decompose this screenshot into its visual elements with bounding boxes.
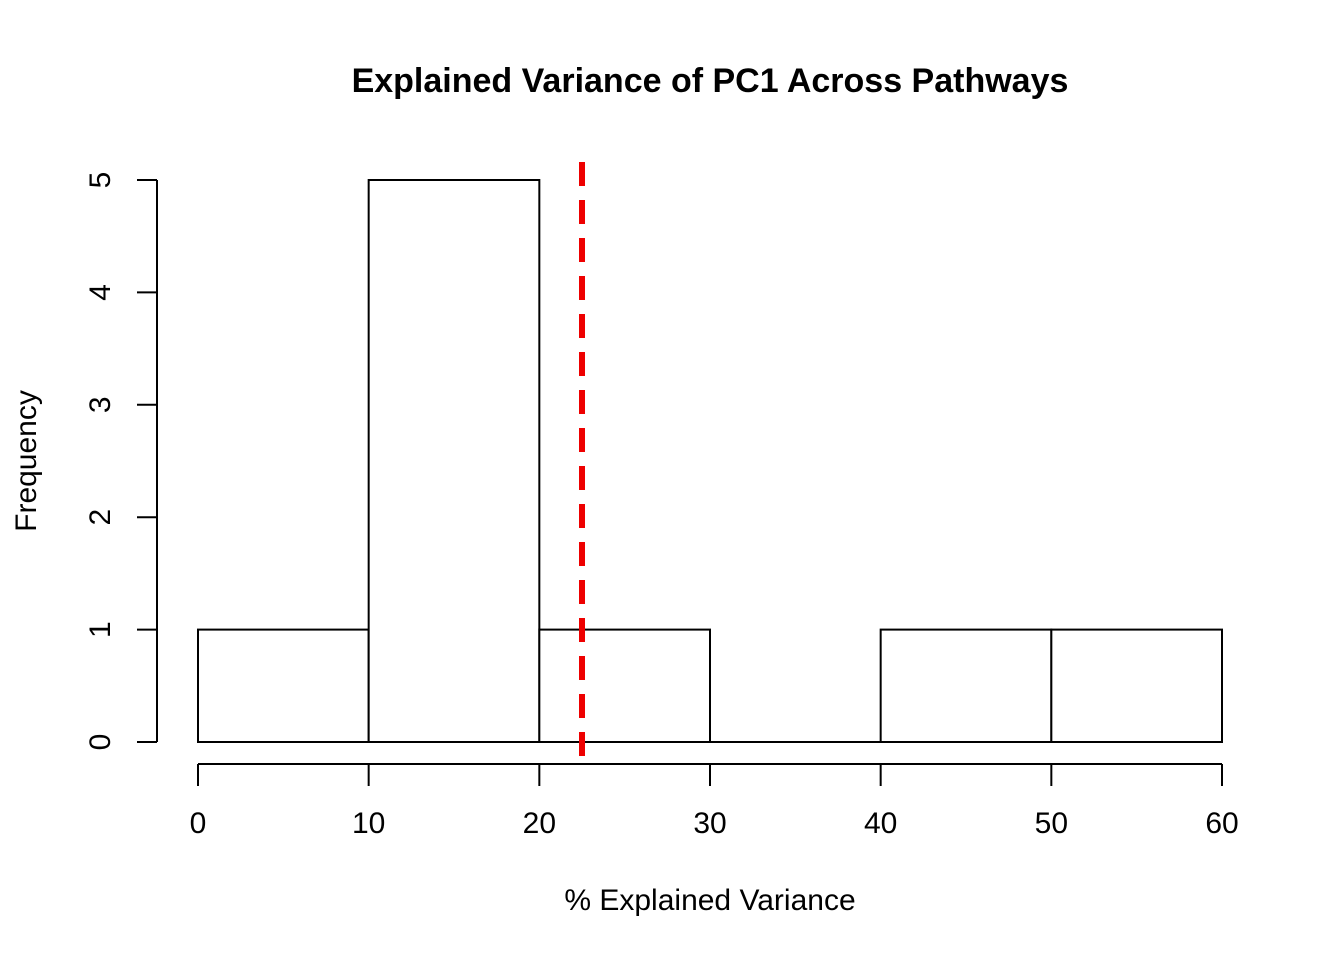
y-tick-label-5: 5 [84, 172, 117, 189]
histogram-bar-2 [538, 628, 711, 743]
x-tick-label-50: 50 [1035, 807, 1068, 840]
histogram-bar-0 [197, 628, 370, 743]
y-tick-label-1: 1 [84, 621, 117, 638]
y-tick-label-2: 2 [84, 509, 117, 526]
x-tick-label-0: 0 [190, 807, 207, 840]
bars-group [197, 179, 1224, 743]
y-tick-label-0: 0 [84, 734, 117, 751]
histogram-bar-5 [1050, 628, 1224, 743]
histogram-bar-4 [879, 628, 1053, 743]
x-tick-label-30: 30 [693, 807, 726, 840]
x-axis-label: % Explained Variance [564, 884, 855, 917]
x-tick-label-10: 10 [352, 807, 385, 840]
histogram-bar-1 [367, 179, 541, 743]
x-tick-label-40: 40 [864, 807, 897, 840]
y-axis: 0 1 2 3 4 5 [84, 172, 158, 751]
x-tick-label-60: 60 [1205, 807, 1238, 840]
x-tick-label-20: 20 [523, 807, 556, 840]
y-axis-label: Frequency [10, 390, 43, 532]
chart-title: Explained Variance of PC1 Across Pathway… [352, 62, 1069, 100]
x-axis: 0 10 20 30 40 50 60 [190, 763, 1239, 840]
y-tick-label-4: 4 [84, 284, 117, 301]
y-tick-label-3: 3 [84, 396, 117, 413]
